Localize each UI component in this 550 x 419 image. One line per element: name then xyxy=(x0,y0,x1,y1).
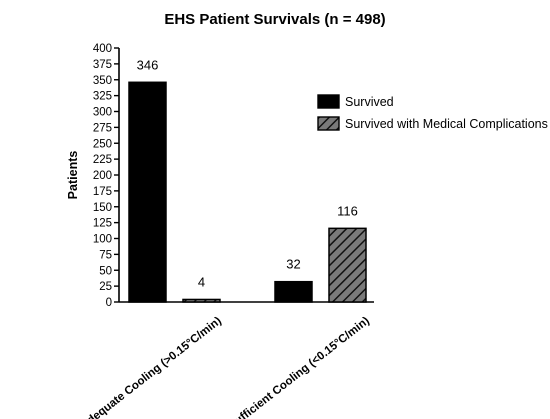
y-tick-label: 250 xyxy=(93,138,112,150)
y-tick-label: 50 xyxy=(99,265,112,277)
y-tick-label: 75 xyxy=(99,249,112,261)
legend: Survived Survived with Medical Complicati… xyxy=(317,94,548,131)
bar xyxy=(182,298,221,303)
data-labels: 346 32 4 116 xyxy=(137,57,358,289)
legend-swatch xyxy=(317,116,340,131)
legend-swatch xyxy=(317,94,340,109)
y-tick-label: 300 xyxy=(93,107,112,119)
bar xyxy=(128,81,167,303)
x-category-label: Insufficient Cooling (<0.15°C/min) xyxy=(220,315,372,419)
bar xyxy=(274,280,313,303)
bars xyxy=(128,81,367,303)
bar xyxy=(328,227,367,303)
y-tick-label: 200 xyxy=(93,170,112,182)
bar-value-label: 32 xyxy=(286,257,300,272)
y-tick-label: 350 xyxy=(93,75,112,87)
y-tick-label: 400 xyxy=(93,43,112,55)
y-tick-label: 0 xyxy=(106,297,112,309)
y-axis: 0 25 50 75 100 125 150 175 200 225 250 275 300 325 350… xyxy=(93,43,120,309)
y-axis-title: Patients xyxy=(66,151,80,200)
y-tick-label: 225 xyxy=(93,154,112,166)
y-tick-label: 325 xyxy=(93,91,112,103)
y-tick-label: 100 xyxy=(93,234,112,246)
bar-value-label: 116 xyxy=(337,203,358,218)
y-tick-label: 125 xyxy=(93,218,112,230)
chart-title: EHS Patient Survivals (n = 498) xyxy=(164,11,385,28)
legend-label: Survived xyxy=(345,95,394,109)
y-tick-label: 150 xyxy=(93,202,112,214)
y-tick-label: 375 xyxy=(93,59,112,71)
legend-label: Survived with Medical Complications xyxy=(345,117,548,131)
x-category-label: Adequate Cooling (>0.15°C/min) xyxy=(79,315,224,419)
bar-value-label: 346 xyxy=(137,57,159,72)
y-tick-label: 175 xyxy=(93,186,112,198)
y-tick-label: 275 xyxy=(93,122,112,134)
y-tick-label: 25 xyxy=(99,281,112,293)
bar-value-label: 4 xyxy=(198,274,205,289)
category-labels: Adequate Cooling (>0.15°C/min)Insufficie… xyxy=(79,315,372,419)
